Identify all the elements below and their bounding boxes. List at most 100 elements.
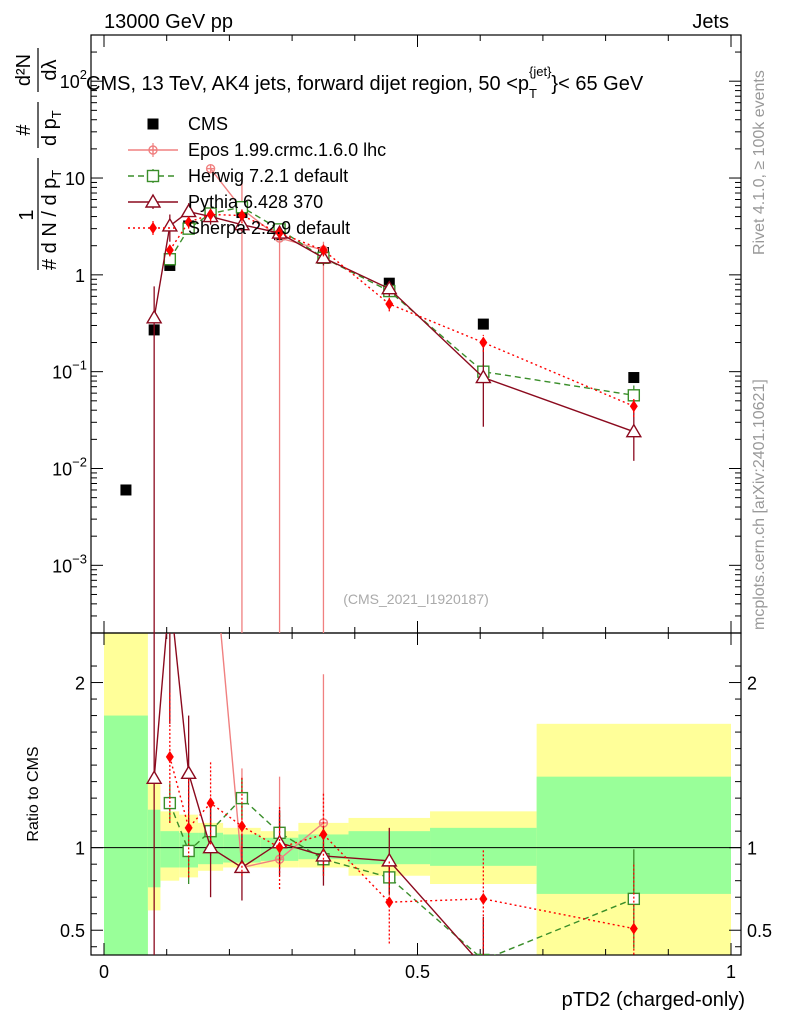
legend-marker-sherpa — [149, 222, 157, 234]
series-pythia — [145, 203, 643, 633]
x-tick-label-2: 1 — [726, 962, 736, 982]
cms-point-0 — [120, 484, 132, 496]
y-tick-exp-5: 2 — [80, 67, 87, 82]
legend-label-cms: CMS — [188, 114, 228, 134]
series-cms — [120, 207, 640, 496]
main-series — [120, 163, 643, 633]
ylabel-frac-den-text: d p — [39, 118, 61, 146]
sherpa-point-6 — [385, 297, 394, 310]
sherpa-ratio-line — [169, 756, 634, 930]
y-axis-label: 1 # d N / d pT # d pT d²N dλ — [13, 48, 64, 270]
y-tick-exp-0: −3 — [72, 551, 87, 566]
cms-point-10 — [628, 372, 640, 384]
epos-ratio-line — [220, 633, 324, 869]
sherpa-ratio-point-8 — [629, 922, 638, 935]
ratio-tick-label-1: 1 — [75, 839, 85, 859]
legend-label-epos: Epos 1.99.crmc.1.6.0 lhc — [188, 140, 386, 160]
cms-point-9 — [477, 318, 489, 330]
sherpa-ratio-point-0 — [165, 750, 174, 763]
x-axis-label: pTD2 (charged-only) — [562, 989, 745, 1011]
header-jets: Jets — [692, 11, 729, 33]
ratio-panel-frame — [90, 632, 742, 956]
pythia-point-9 — [625, 423, 643, 438]
legend-marker-epos — [148, 145, 158, 155]
sherpa-ratio-point-4 — [275, 841, 284, 854]
pythia-ratio-point-8 — [476, 960, 490, 972]
pythia-point-4 — [233, 216, 251, 231]
epos-ratio-point-0 — [207, 513, 215, 521]
y-tick-label-2: 10−1 — [52, 358, 87, 383]
pythia-point-6 — [315, 249, 332, 264]
ratio-tick-label-right-2: 2 — [747, 674, 757, 694]
ylabel-den-sub: T — [49, 170, 64, 178]
herwig-ratio-point-0 — [163, 796, 177, 810]
ratio-band-inner-2 — [160, 831, 180, 868]
ylabel-den-text: # d N / d p — [39, 178, 61, 270]
sherpa-ratio-point-3 — [237, 820, 246, 833]
y-tick-label-0: 10−3 — [52, 551, 87, 576]
plot-title-sup: {jet} — [529, 64, 552, 79]
ratio-series-epos — [207, 513, 329, 873]
ylabel-dd-den: dλ — [39, 59, 61, 80]
legend-marker-pythia — [144, 193, 162, 208]
sherpa-point-5 — [319, 244, 328, 257]
sherpa-line — [169, 213, 635, 407]
legend-marker-cms — [147, 118, 159, 130]
epos-ratio-point-0-ring — [207, 513, 215, 521]
pythia-point-1 — [161, 217, 179, 232]
herwig-line — [169, 206, 634, 397]
plot-title: CMS, 13 TeV, AK4 jets, forward dijet reg… — [86, 64, 644, 101]
sherpa-ratio-point-2 — [206, 797, 215, 810]
ratio-series-pythia — [145, 585, 490, 972]
x-tick-label-0: 0 — [99, 962, 109, 982]
sherpa-point-4 — [275, 227, 284, 240]
pythia-ratio-point-3 — [202, 839, 219, 854]
pythia-point-7 — [381, 280, 398, 295]
legend: CMS Epos 1.99.crmc.1.6.0 lhc Herwig 7.2.1 … — [128, 114, 386, 238]
y-tick-label-5: 102 — [60, 67, 87, 92]
y-tick-label-4: 10 — [65, 169, 85, 189]
sherpa-ratio-point-6 — [385, 896, 394, 909]
sherpa-ratio-point-5 — [319, 828, 328, 841]
plot-title-main: CMS, 13 TeV, AK4 jets, forward dijet reg… — [86, 73, 529, 95]
pythia-point-8 — [475, 369, 492, 384]
ylabel-dd-num: d²N — [13, 54, 35, 86]
y-tick-base-0: 10 — [52, 556, 72, 576]
y-tick-base-2: 10 — [52, 363, 72, 383]
epos-point-0 — [205, 163, 216, 174]
plot-title-sub: T — [529, 86, 537, 101]
side-text-mcplots: mcplots.cern.ch [arXiv:2401.10621] — [751, 379, 768, 630]
header-energy: 13000 GeV pp — [104, 11, 233, 33]
y-tick-base-5: 10 — [60, 72, 80, 92]
herwig-ratio-point-8 — [627, 892, 641, 906]
herwig-ratio-line — [169, 797, 635, 955]
pythia-ratio-point-1 — [163, 585, 177, 597]
y-tick-label-1: 10−2 — [52, 454, 87, 479]
ratio-series — [145, 513, 641, 972]
pythia-ratio-point-2 — [180, 764, 197, 780]
ratio-tick-label-right-1: 1 — [747, 839, 757, 859]
series-sherpa — [165, 208, 638, 418]
legend-label-pythia: Pythia 6.428 370 — [188, 192, 323, 212]
herwig-ratio-point-1 — [182, 844, 195, 858]
ylabel-num: 1 — [16, 209, 38, 220]
ylabel-frac-den: d pT — [39, 110, 64, 146]
ratio-band-inner-0 — [104, 715, 148, 955]
pythia-ratio-point-0 — [145, 769, 163, 785]
sherpa-point-3 — [237, 209, 246, 222]
y-tick-base-1: 10 — [52, 459, 72, 479]
ratio-tick-label-0: 0.5 — [60, 921, 85, 941]
ratio-tick-label-right-0: 0.5 — [747, 921, 772, 941]
sherpa-point-7 — [479, 336, 488, 349]
y-tick-exp-2: −1 — [72, 358, 87, 373]
x-tick-label-1: 0.5 — [405, 962, 430, 982]
sherpa-point-1 — [184, 216, 193, 229]
plot-title-tail: }< 65 GeV — [551, 73, 643, 95]
ratio-series-sherpa — [165, 690, 638, 955]
analysis-watermark: (CMS_2021_I1920187) — [343, 591, 489, 607]
ylabel-den: # d N / d pT — [39, 170, 64, 270]
y-tick-exp-1: −2 — [72, 454, 87, 469]
ratio-y-label: Ratio to CMS — [25, 746, 42, 841]
